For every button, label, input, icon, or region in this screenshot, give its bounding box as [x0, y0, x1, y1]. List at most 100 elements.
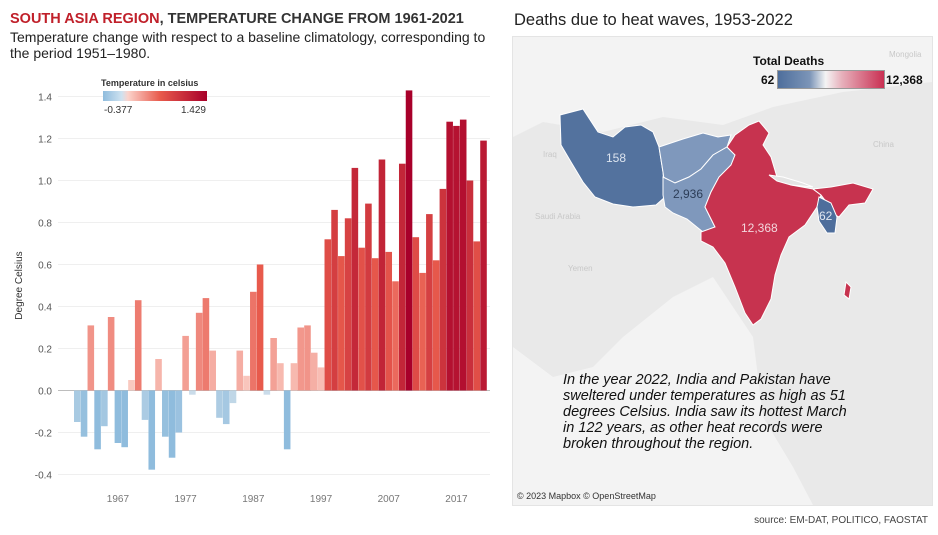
bar-2008: [392, 281, 399, 391]
map-bg-label-saudi-arabia: Saudi Arabia: [535, 212, 581, 221]
bar-1978: [189, 390, 196, 395]
bar-2002: [351, 167, 359, 391]
bar-2021: [480, 140, 487, 391]
bar-1995: [304, 325, 311, 391]
bar-1999: [331, 209, 338, 391]
x-tick-label: 1987: [242, 494, 265, 505]
bar-2014: [432, 260, 440, 391]
bar-1966: [107, 317, 115, 391]
source-text: source: EM-DAT, POLITICO, FAOSTAT: [754, 515, 928, 526]
bar-1982: [216, 390, 223, 418]
temperature-legend-gradient: [103, 91, 207, 101]
y-tick-label: 0.0: [38, 387, 52, 398]
bar-1984: [229, 390, 237, 404]
temperature-legend-title: Temperature in celsius: [101, 78, 198, 88]
left-title-region: SOUTH ASIA REGION: [10, 11, 160, 27]
bar-2009: [398, 163, 406, 391]
temperature-legend-max: 1.429: [181, 105, 206, 116]
bar-1981: [209, 350, 216, 391]
bar-2004: [365, 203, 372, 391]
temperature-legend-min: -0.377: [104, 105, 133, 116]
bar-1983: [222, 390, 230, 425]
temperature-bar-chart: -0.4 -0.2 0.0 0.2 0.4 0.6 0.8 1.0 1.2 1.4 Degree C…: [14, 78, 490, 505]
bar-2001: [344, 218, 352, 391]
y-tick-label: 0.6: [38, 261, 52, 272]
map-label-pakistan: 2,936: [673, 187, 703, 201]
bar-1993: [290, 363, 298, 391]
map-bg-label-china: China: [873, 140, 894, 149]
y-tick-label: 0.4: [38, 303, 52, 314]
map-label-india: 12,368: [741, 221, 778, 235]
bar-1998: [324, 239, 332, 391]
bar-1974: [162, 390, 169, 437]
bar-2015: [439, 188, 447, 391]
map-bg-label-mongolia: Mongolia: [889, 50, 922, 59]
bar-1991: [277, 363, 284, 391]
map-bg-label-iraq: Iraq: [543, 150, 557, 159]
map-label-bangladesh: 62: [819, 209, 833, 223]
bar-1962: [80, 390, 88, 437]
map-legend-min: 62: [761, 73, 775, 87]
bar-2020: [473, 241, 481, 391]
bar-1961: [74, 390, 81, 422]
country-nepal[interactable]: [768, 174, 814, 188]
bar-1992: [283, 390, 291, 450]
bar-1996: [310, 352, 318, 391]
map-legend-title: Total Deaths: [753, 54, 825, 68]
y-tick-label: 1.2: [38, 135, 52, 146]
bar-1975: [168, 390, 176, 458]
bar-2012: [419, 272, 426, 391]
country-sri-lanka[interactable]: [843, 280, 852, 300]
bar-1973: [155, 359, 162, 391]
bar-1964: [94, 390, 101, 450]
map-legend-gradient: [777, 70, 885, 89]
bar-1994: [297, 327, 304, 391]
bar-1986: [243, 375, 250, 391]
bar-2018: [459, 119, 467, 391]
map-note: In the year 2022, India and Pakistan hav…: [563, 372, 847, 452]
y-axis-label: Degree Celsius: [14, 251, 25, 319]
x-tick-label: 2007: [378, 494, 401, 505]
map-svg: Mongolia Iraq China Saudi Arabia Yemen 1…: [513, 50, 932, 505]
bar-1979: [195, 312, 203, 391]
country-india[interactable]: [700, 120, 822, 326]
y-tick-label: -0.4: [35, 471, 53, 482]
bar-1997: [317, 367, 325, 391]
bar-2013: [426, 214, 433, 391]
bar-2003: [358, 247, 365, 391]
bar-2000: [338, 256, 345, 391]
bar-1963: [87, 325, 95, 391]
bar-1969: [128, 380, 135, 391]
bar-1980: [202, 298, 210, 391]
bar-2005: [371, 258, 379, 391]
bar-1976: [175, 390, 183, 433]
map-legend-max: 12,368: [886, 73, 923, 87]
bar-1990: [270, 338, 277, 391]
bar-1988: [256, 264, 264, 391]
country-bangladesh[interactable]: [816, 196, 838, 234]
bar-2019: [466, 180, 474, 391]
bar-2010: [405, 90, 413, 391]
left-title: SOUTH ASIA REGION, TEMPERATURE CHANGE FR…: [10, 11, 464, 27]
bar-2011: [412, 237, 420, 391]
bar-1970: [134, 300, 142, 391]
bar-1965: [101, 390, 108, 427]
bar-2017: [453, 125, 460, 391]
x-tick-label: 2017: [445, 494, 468, 505]
map-panel[interactable]: Mongolia Iraq China Saudi Arabia Yemen 1…: [512, 36, 933, 506]
x-tick-label: 1997: [310, 494, 333, 505]
map-title: Deaths due to heat waves, 1953-2022: [514, 11, 793, 29]
bar-1968: [121, 390, 128, 448]
map-bg-label-yemen: Yemen: [568, 264, 593, 273]
bar-1967: [114, 390, 122, 443]
left-subtitle: Temperature change with respect to a bas…: [10, 29, 486, 61]
y-tick-label: 0.8: [38, 219, 52, 230]
bar-1977: [182, 335, 189, 391]
bar-2016: [446, 121, 453, 391]
map-credit[interactable]: © 2023 Mapbox © OpenStreetMap: [517, 491, 656, 501]
y-tick-label: 1.0: [38, 177, 52, 188]
bar-1972: [148, 390, 156, 470]
bar-1971: [141, 390, 149, 420]
bar-2006: [378, 159, 386, 391]
left-title-rest: , TEMPERATURE CHANGE FROM 1961-2021: [159, 11, 464, 27]
